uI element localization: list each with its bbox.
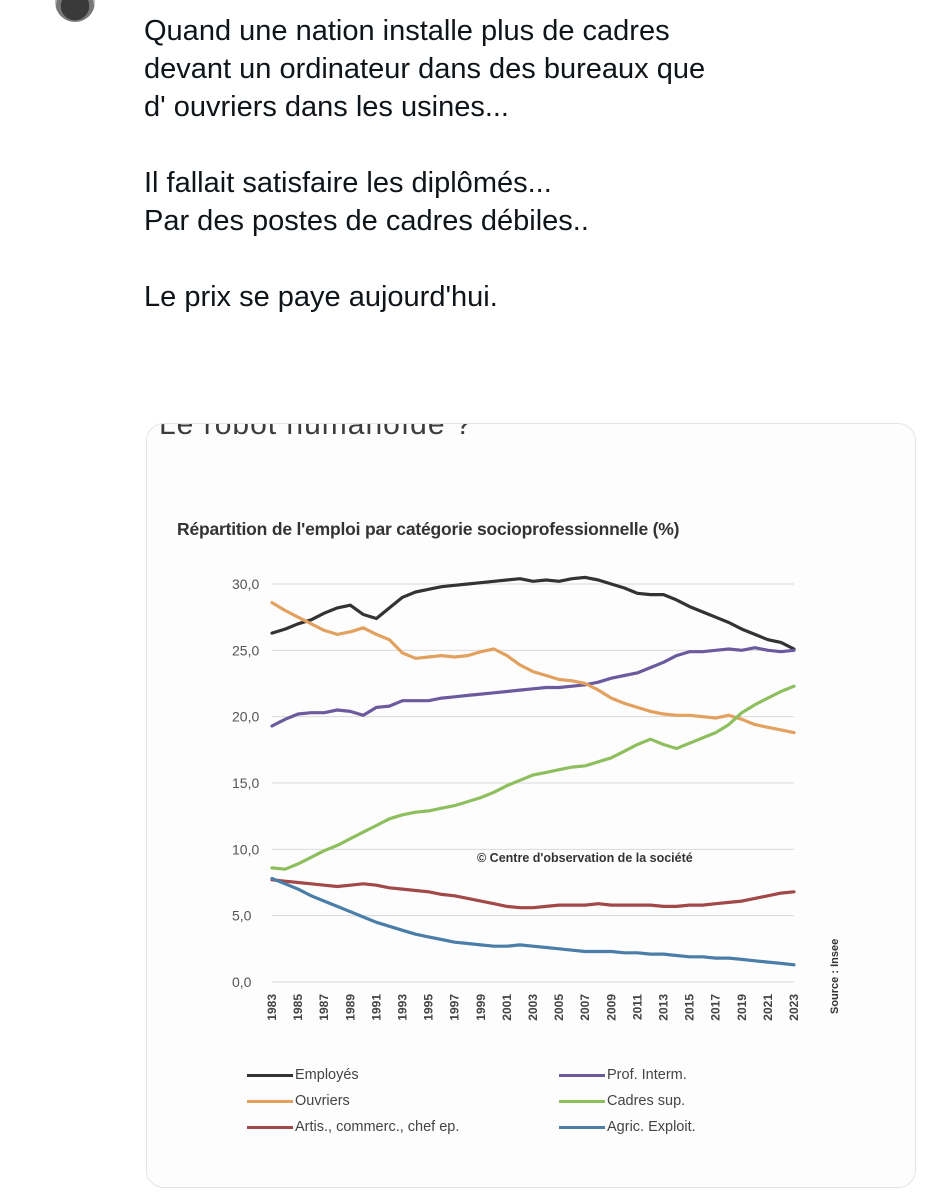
- legend-item: Cadres sup.: [559, 1093, 685, 1109]
- y-tick-label: 10,0: [232, 841, 259, 857]
- post-line: Il fallait satisfaire les diplômés...: [144, 167, 552, 199]
- legend-swatch: [559, 1073, 605, 1077]
- x-tick-label: 2017: [709, 994, 723, 1021]
- x-tick-label: 2007: [578, 994, 592, 1021]
- y-tick-label: 30,0: [232, 576, 259, 592]
- post-line: Par des postes de cadres débiles..: [144, 205, 589, 237]
- x-tick-label: 2019: [735, 994, 749, 1021]
- legend-swatch: [247, 1099, 293, 1103]
- series-line-prof-interm-: [270, 646, 796, 728]
- y-tick-label: 15,0: [232, 775, 259, 791]
- x-tick-label: 1991: [369, 994, 383, 1021]
- x-tick-label: 1995: [422, 994, 436, 1021]
- legend-label: Agric. Exploit.: [607, 1119, 696, 1135]
- y-tick-label: 20,0: [232, 709, 259, 725]
- legend-swatch: [247, 1125, 293, 1129]
- chart-title: Répartition de l'emploi par catégorie so…: [177, 519, 680, 539]
- series-line-employ-s: [270, 575, 796, 651]
- x-tick-label: 1985: [291, 994, 305, 1021]
- legend-label: Cadres sup.: [607, 1093, 686, 1109]
- legend-swatch: [559, 1099, 605, 1103]
- x-tick-label: 1989: [343, 994, 357, 1021]
- post-line: Quand une nation installe plus de cadres: [144, 15, 670, 47]
- x-tick-label: 1983: [265, 994, 279, 1021]
- x-tick-label: 1993: [396, 994, 410, 1021]
- avatar[interactable]: [55, 0, 95, 22]
- post-text: Quand une nation installe plus de cadres…: [144, 12, 914, 316]
- chart-image: Le robot humanoïde ? Répartition de l'em…: [147, 424, 915, 1187]
- cut-heading: Le robot humanoïde ?: [159, 423, 473, 441]
- x-tick-label: 2015: [683, 994, 697, 1021]
- legend-swatch: [559, 1125, 605, 1129]
- x-tick-label: 1987: [317, 994, 331, 1021]
- x-tick-label: 1999: [474, 994, 488, 1021]
- post-image[interactable]: Le robot humanoïde ? Répartition de l'em…: [146, 423, 916, 1188]
- y-tick-label: 5,0: [232, 908, 252, 924]
- x-tick-label: 2011: [630, 994, 644, 1020]
- legend-item: Agric. Exploit.: [559, 1119, 696, 1135]
- legend-swatch: [247, 1073, 293, 1077]
- x-tick-label: 2001: [500, 994, 514, 1021]
- x-tick-label: 2003: [526, 994, 540, 1021]
- legend-label: Prof. Interm.: [607, 1067, 687, 1083]
- legend-item: Ouvriers: [247, 1093, 350, 1109]
- series-line-artis-commerc-chef-ep-: [270, 878, 796, 910]
- x-tick-label: 1997: [448, 994, 462, 1021]
- y-tick-label: 0,0: [232, 974, 252, 990]
- source-note: Source : Insee: [829, 939, 841, 1014]
- legend-label: Artis., commerc., chef ep.: [295, 1119, 460, 1135]
- x-tick-label: 2013: [657, 994, 671, 1021]
- x-tick-label: 2023: [787, 994, 801, 1021]
- series-line-ouvriers: [270, 601, 796, 735]
- x-tick-label: 2009: [604, 994, 618, 1021]
- y-tick-label: 25,0: [232, 642, 259, 658]
- legend-label: Ouvriers: [295, 1093, 350, 1109]
- post-line: Le prix se paye aujourd'hui.: [144, 281, 498, 313]
- legend-item: Prof. Interm.: [559, 1067, 687, 1083]
- line-chart: 0,0 5,0 10,0 15,0 20,0 25,0 30,0 1983 1985 1987 19…: [232, 575, 841, 1021]
- legend-item: Employés: [247, 1067, 359, 1083]
- x-tick-label: 2021: [761, 994, 775, 1021]
- post-line: d' ouvriers dans les usines...: [144, 91, 509, 123]
- legend-item: Artis., commerc., chef ep.: [247, 1119, 459, 1135]
- series-line-agric-exploit-: [270, 876, 796, 967]
- x-tick-label: 2005: [552, 994, 566, 1021]
- watermark: © Centre d'observation de la société: [477, 851, 693, 865]
- series-line-cadres-sup-: [270, 684, 796, 871]
- legend-label: Employés: [295, 1067, 359, 1083]
- post-line: devant un ordinateur dans des bureaux qu…: [144, 53, 706, 85]
